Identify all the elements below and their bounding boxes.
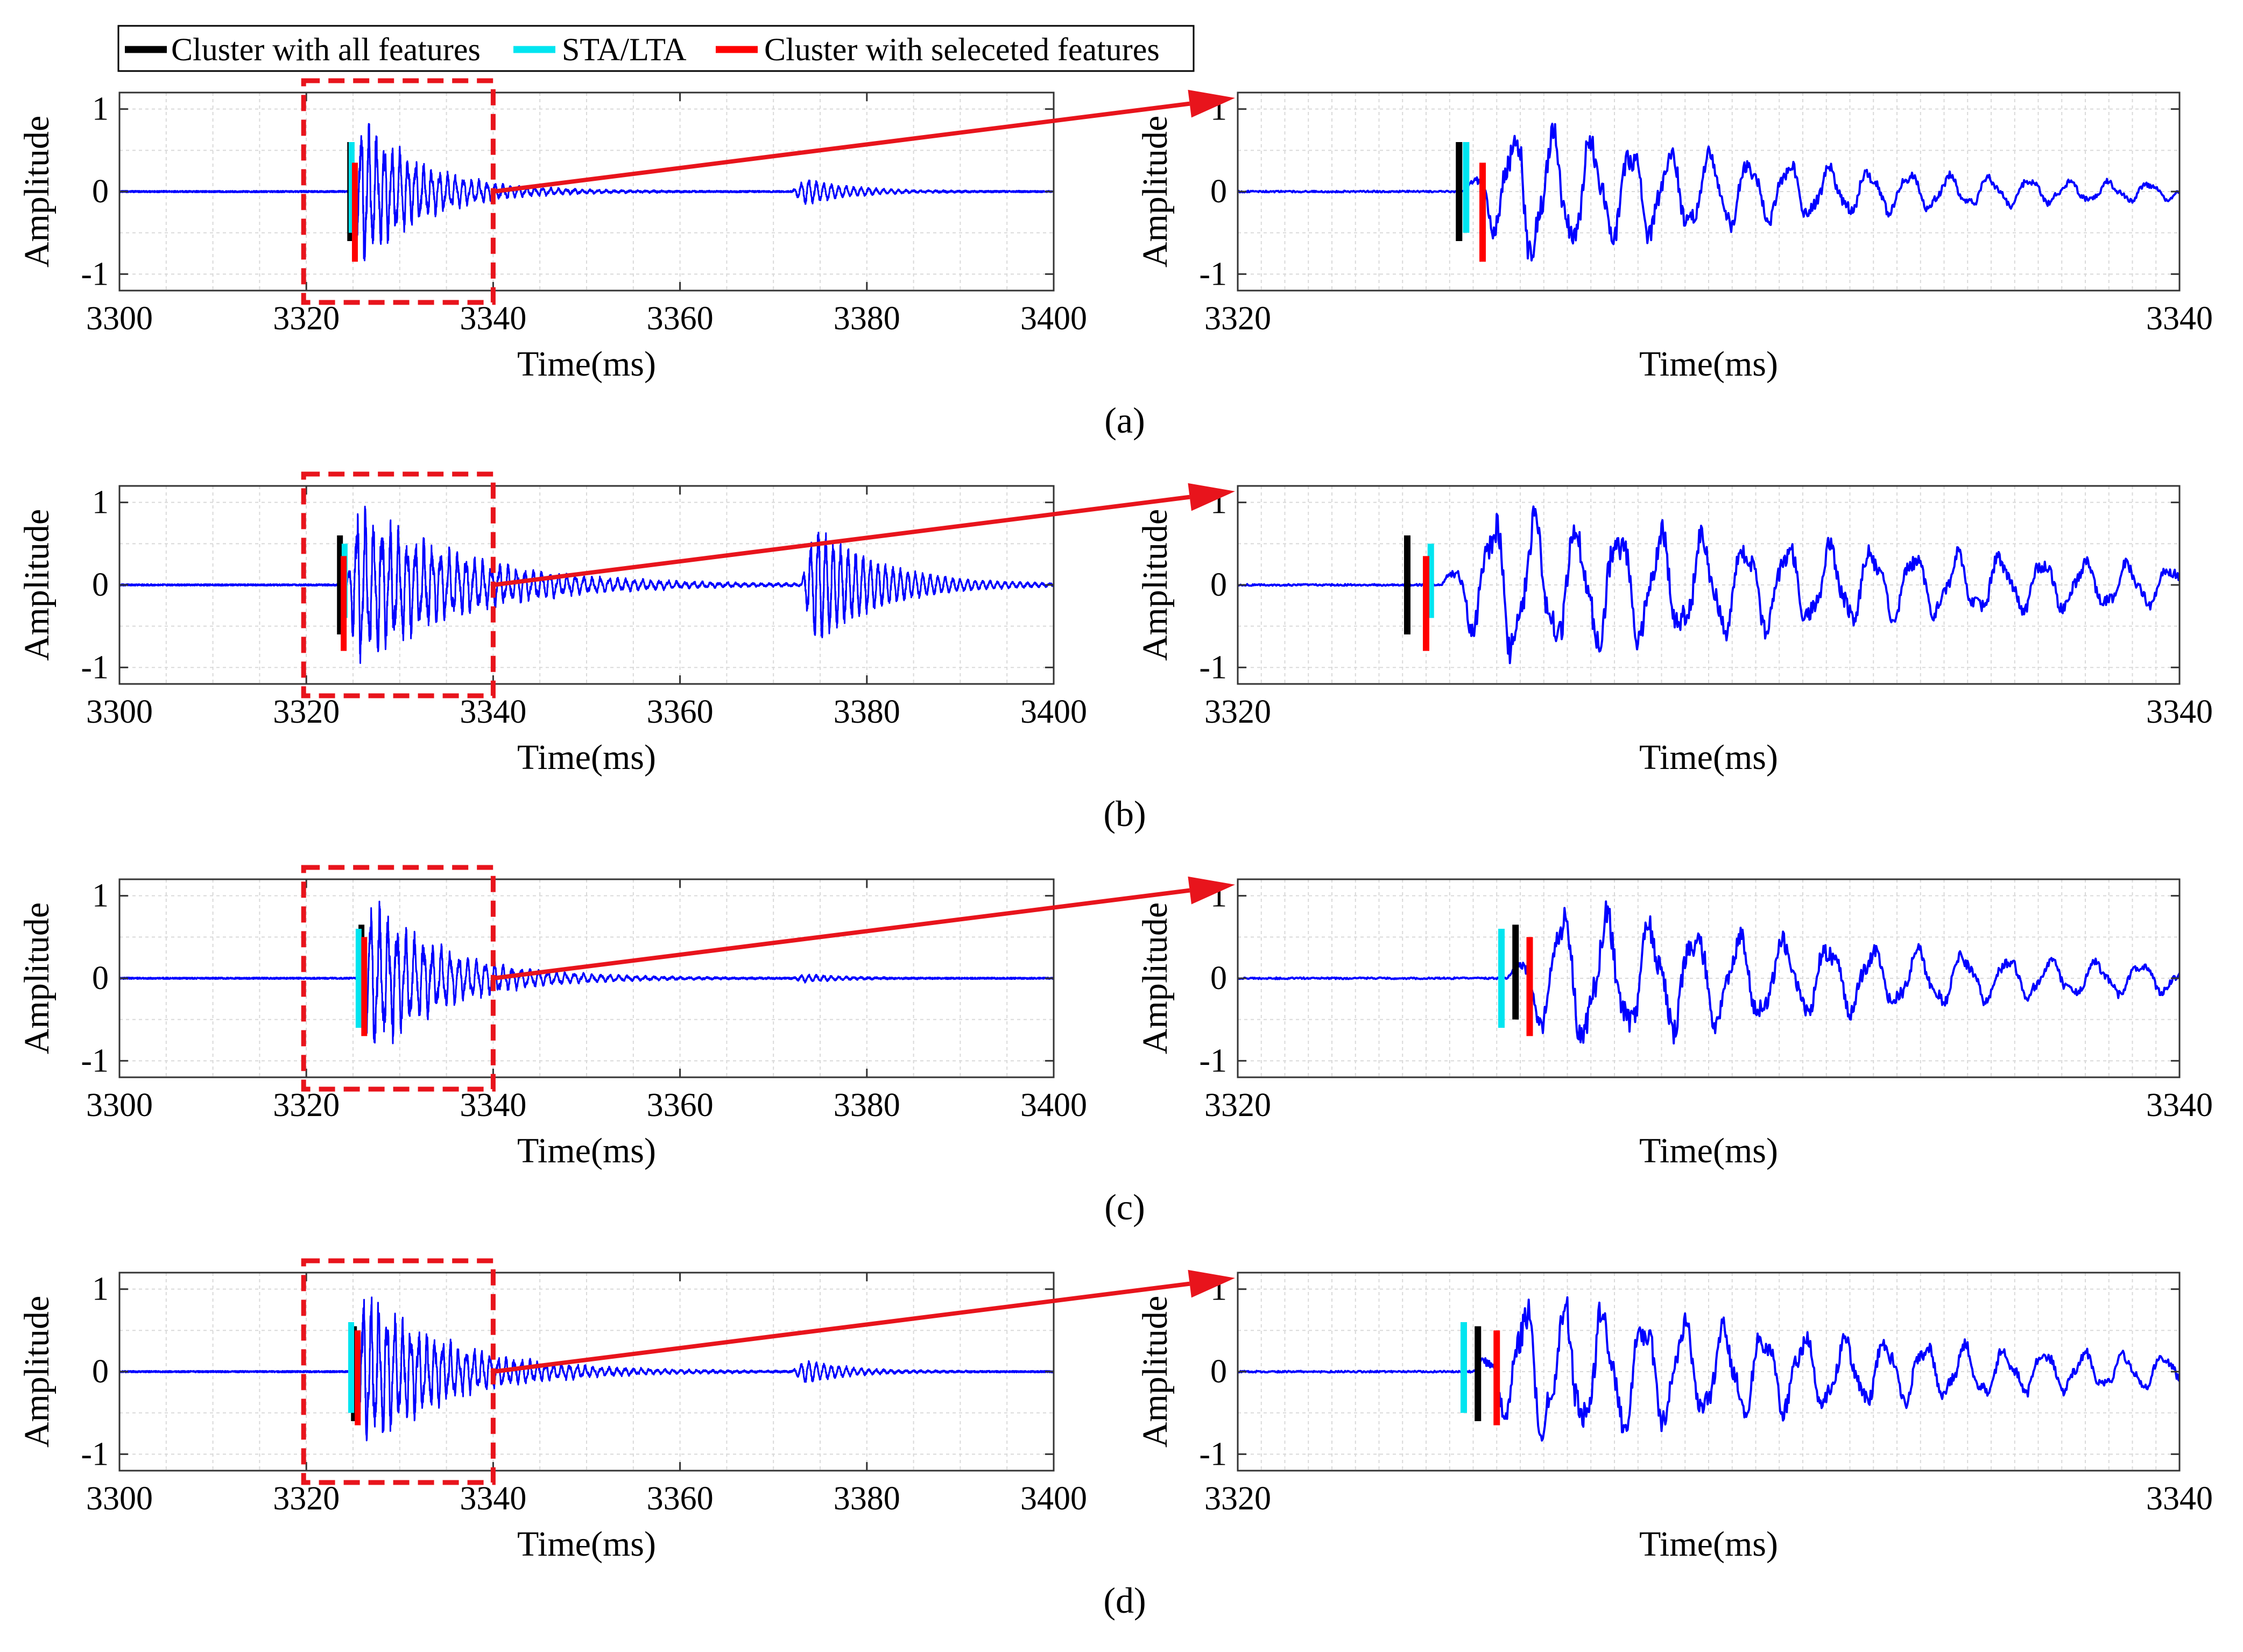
panel-d-overview-xtick-label: 3340 [460,1480,526,1517]
panel-d-overview-ytick-label: -1 [81,1436,109,1472]
zoom-arrow-head [1188,89,1235,118]
legend-label-sta-lta: STA/LTA [562,32,687,67]
zoom-arrow-head [1188,876,1235,905]
panel-c-overview-ytick-label: 0 [92,960,109,997]
zoom-arrow [492,101,1190,194]
panel-b-zoom-xtick-label: 3340 [2146,694,2213,730]
panel-d-zoom-xtick-label: 3320 [1204,1480,1271,1517]
panel-c-overview-ylabel: Amplitude [17,902,57,1054]
chart-panel-d: 3300 3320 3340 3360 3380 3400 -1 0 1 Time(ms) Ampl… [17,1258,2213,1621]
panel-d-zoom-ytick-label: 0 [1210,1353,1227,1390]
panel-label: (c) [1104,1187,1145,1227]
panel-label: (d) [1103,1580,1146,1621]
panel-c-overview-xlabel: Time(ms) [517,1131,656,1170]
panel-b-overview-series-line [119,505,1054,664]
panel-b-zoom-series-line [1238,505,2179,665]
chart-panel-b: 3300 3320 3340 3360 3380 3400 -1 0 1 Time(ms) Ampl… [17,471,2213,834]
panel-c-overview-ytick-label: 1 [92,878,109,914]
panel-d-zoom-ytick-label: -1 [1199,1436,1227,1472]
panel-b-overview-xtick-label: 3380 [834,694,900,730]
panel-d-overview-xtick-label: 3320 [273,1480,340,1517]
panel-a-zoom-xtick-label: 3340 [2146,300,2213,337]
panel-d-overview-ytick-label: 1 [92,1271,109,1308]
legend: Cluster with all features STA/LTA Cluste… [117,25,1195,72]
legend-label-all-features: Cluster with all features [171,32,481,67]
panel-b-overview-ylabel: Amplitude [17,509,57,661]
panel-c-zoom-ylabel: Amplitude [1135,902,1175,1054]
panel-c-zoom-xlabel: Time(ms) [1639,1131,1778,1170]
panel-d-overview-series-line [119,1296,1054,1442]
panel-a-overview-ytick-label: 0 [92,173,109,210]
panel-b-overview-xtick-label: 3400 [1020,694,1087,730]
zoom-arrow-head [1188,483,1235,511]
panel-b-overview-xtick-label: 3340 [460,694,526,730]
panel-b-zoom-xlabel: Time(ms) [1639,738,1778,777]
panel-b-overview-xtick-label: 3360 [647,694,714,730]
panel-c-zoom-xtick-label: 3320 [1204,1087,1271,1124]
panel-d-overview-xtick-label: 3360 [647,1480,714,1517]
panel-d-overview-ylabel: Amplitude [17,1296,57,1448]
panel-a-overview-xtick-label: 3340 [460,300,526,337]
panels: 3300 3320 3340 3360 3380 3400 -1 0 1 Time(ms) Ampl… [17,78,2213,1621]
panel-a-zoom-ylabel: Amplitude [1135,116,1175,267]
panel-label: (b) [1103,793,1146,834]
panel-b-overview-ytick-label: 0 [92,567,109,603]
panel-b-overview-ytick-label: 1 [92,484,109,521]
panel-d-zoom-xtick-label: 3340 [2146,1480,2213,1517]
panel-b-overview-ytick-label: -1 [81,649,109,686]
panel-d-overview-xlabel: Time(ms) [517,1524,656,1564]
legend-box [117,25,1195,72]
zoom-arrow [492,888,1190,980]
zoom-arrow-head [1188,1269,1235,1298]
panel-c-zoom-ytick-label: -1 [1199,1042,1227,1079]
panel-b-overview-xtick-label: 3300 [86,694,153,730]
panel-a-zoom-xtick-label: 3320 [1204,300,1271,337]
chart-panel-a: 3300 3320 3340 3360 3380 3400 -1 0 1 Time(ms) Ampl… [17,78,2213,441]
legend-label-selected-features: Cluster with seleceted features [764,32,1160,67]
panel-a-overview-xtick-label: 3300 [86,300,153,337]
panel-c-overview-xtick-label: 3300 [86,1087,153,1124]
panel-d-zoom-xlabel: Time(ms) [1639,1524,1778,1564]
zoom-arrow [492,1281,1190,1374]
panel-d-overview-ytick-label: 0 [92,1353,109,1390]
zoom-arrow [492,495,1190,587]
panel-c-zoom-xtick-label: 3340 [2146,1087,2213,1124]
panel-c-overview-ytick-label: -1 [81,1042,109,1079]
panel-b-zoom-xtick-label: 3320 [1204,694,1271,730]
chart-panel-c: 3300 3320 3340 3360 3380 3400 -1 0 1 Time(ms) Ampl… [17,865,2213,1227]
panel-c-overview-xtick-label: 3400 [1020,1087,1087,1124]
panel-label: (a) [1104,400,1145,441]
panel-c-zoom-series-line [1238,900,2179,1044]
panel-c-overview-xtick-label: 3320 [273,1087,340,1124]
panel-d-overview-xtick-label: 3380 [834,1480,900,1517]
panel-a-overview-xtick-label: 3380 [834,300,900,337]
panel-c-overview-xtick-label: 3360 [647,1087,714,1124]
panel-a-overview-ytick-label: 1 [92,91,109,128]
panel-a-overview-xlabel: Time(ms) [517,344,656,384]
panel-b-overview-xlabel: Time(ms) [517,738,656,777]
panel-d-zoom-ylabel: Amplitude [1135,1296,1175,1448]
panel-a-zoom-series-line [1238,123,2179,262]
panel-a-overview-xtick-label: 3400 [1020,300,1087,337]
panel-c-overview-xtick-label: 3380 [834,1087,900,1124]
panel-d-overview-xtick-label: 3300 [86,1480,153,1517]
panel-a-zoom-ytick-label: 0 [1210,173,1227,210]
panel-c-overview-series-line [119,900,1054,1044]
panel-b-zoom-ytick-label: 0 [1210,567,1227,603]
panel-b-overview-xtick-label: 3320 [273,694,340,730]
panel-c-zoom-ytick-label: 0 [1210,960,1227,997]
panel-d-zoom-series-line [1238,1296,2179,1442]
panel-c-overview-xtick-label: 3340 [460,1087,526,1124]
panel-d-overview-xtick-label: 3400 [1020,1480,1087,1517]
panel-a-overview-ytick-label: -1 [81,256,109,292]
panel-a-overview-xtick-label: 3360 [647,300,714,337]
panel-a-overview-series-line [119,123,1054,262]
panel-a-overview-ylabel: Amplitude [17,116,57,267]
panel-a-zoom-xlabel: Time(ms) [1639,344,1778,384]
panel-b-zoom-ylabel: Amplitude [1135,509,1175,661]
panel-b-zoom-ytick-label: -1 [1199,649,1227,686]
panel-a-overview-xtick-label: 3320 [273,300,340,337]
panel-a-zoom-ytick-label: -1 [1199,256,1227,292]
